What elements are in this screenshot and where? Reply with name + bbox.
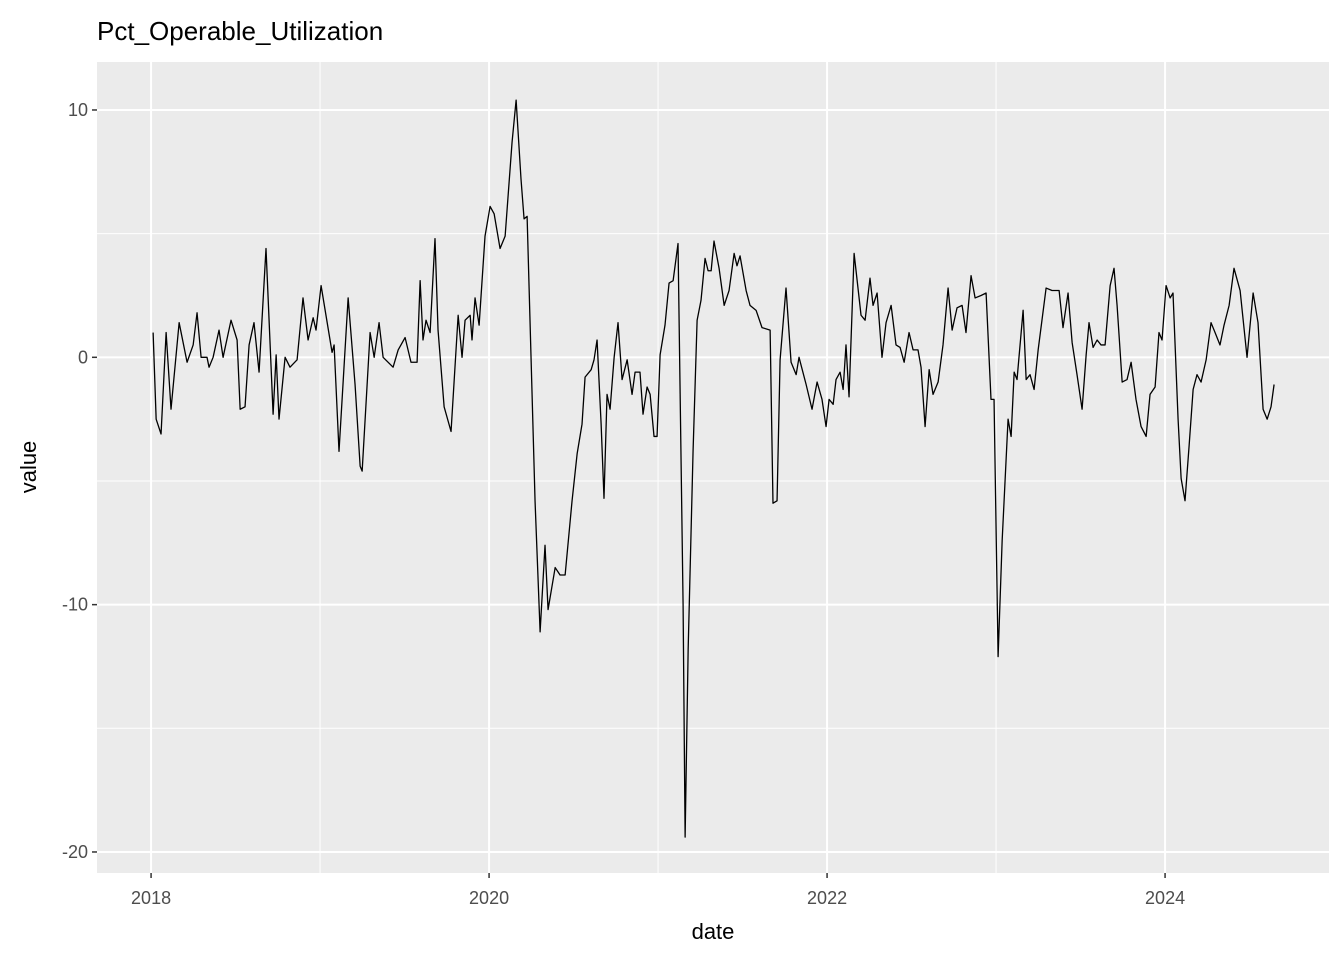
y-tick-label: 0 bbox=[78, 347, 88, 367]
x-tick-label: 2024 bbox=[1145, 888, 1185, 908]
x-tick-label: 2020 bbox=[469, 888, 509, 908]
x-tick-label: 2018 bbox=[131, 888, 171, 908]
x-tick-label: 2022 bbox=[807, 888, 847, 908]
y-tick-label: -10 bbox=[62, 595, 88, 615]
x-axis-title: date bbox=[692, 919, 735, 944]
y-axis-title: value bbox=[16, 441, 41, 494]
plot-area bbox=[97, 62, 1329, 873]
y-tick-label: 10 bbox=[68, 100, 88, 120]
panel-background bbox=[97, 62, 1329, 873]
y-tick-label: -20 bbox=[62, 842, 88, 862]
chart-title: Pct_Operable_Utilization bbox=[97, 16, 383, 46]
data-line bbox=[152, 99, 1275, 838]
